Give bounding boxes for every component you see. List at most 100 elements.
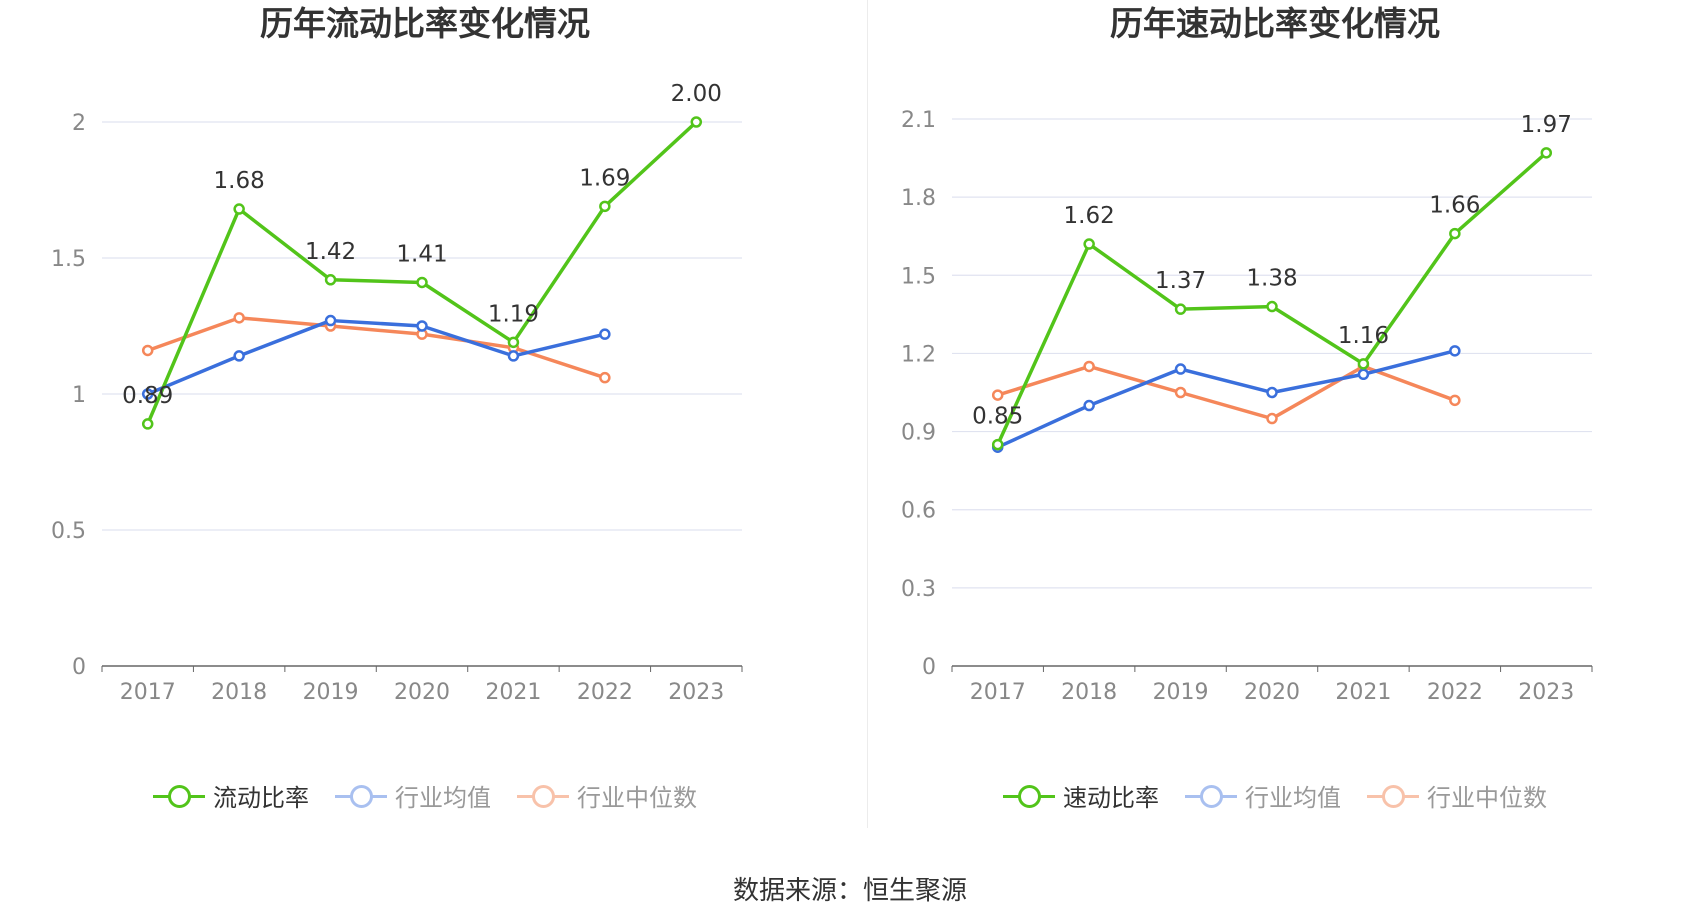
data-point — [690, 116, 703, 128]
data-label: 1.19 — [488, 301, 539, 327]
y-tick-label: 2.1 — [901, 108, 936, 133]
data-label: 0.89 — [122, 383, 173, 409]
series-line — [147, 318, 606, 396]
data-label: 0.85 — [972, 404, 1023, 430]
y-tick-label: 0.5 — [51, 519, 86, 544]
data-point — [1540, 147, 1553, 159]
data-point — [1174, 303, 1187, 315]
data-point — [1174, 363, 1187, 375]
series-line — [997, 364, 1456, 421]
data-point — [416, 276, 428, 289]
data-point — [991, 438, 1004, 451]
legend-line-marker-icon — [517, 784, 569, 808]
current-ratio-panel: 历年流动比率变化情况 0 0.5 1 1.5 2 2017 2018 2019 2020 2021… — [0, 0, 850, 830]
data-label: 1.16 — [1338, 323, 1389, 349]
data-point — [1174, 386, 1187, 399]
legend-line-marker-icon — [153, 784, 205, 808]
data-label: 1.69 — [579, 165, 630, 191]
y-tick-label: 1.8 — [901, 186, 936, 211]
legend-item-industry-mean[interactable]: 行业均值 — [335, 778, 491, 813]
data-source-note: 数据来源：恒生聚源 — [732, 876, 967, 906]
legend-label: 行业均值 — [395, 784, 491, 812]
data-point — [1083, 360, 1095, 373]
y-tick-label: 0.9 — [901, 421, 936, 446]
data-point — [416, 320, 428, 332]
data-point — [1266, 386, 1278, 399]
x-tick-label: 2023 — [1518, 680, 1574, 705]
data-point — [1357, 358, 1370, 370]
legend-label: 速动比率 — [1063, 784, 1159, 812]
x-tick-label: 2022 — [577, 680, 633, 705]
data-point — [1449, 227, 1461, 240]
data-point — [233, 312, 245, 324]
legend-line-marker-icon — [335, 784, 387, 808]
y-tick-label: 1.5 — [901, 264, 936, 289]
data-point — [1083, 399, 1095, 412]
legend-line-marker-icon — [1003, 784, 1055, 808]
x-tick-label: 2017 — [120, 680, 176, 705]
data-point — [599, 200, 611, 213]
legend-item-quick-ratio[interactable]: 速动比率 — [1003, 778, 1159, 813]
data-point — [141, 388, 154, 400]
data-label: 1.41 — [396, 241, 447, 267]
data-point — [507, 350, 520, 362]
data-point — [233, 203, 245, 215]
x-tick-label: 2020 — [1244, 680, 1300, 705]
y-tick-label: 0.3 — [901, 577, 936, 602]
legend-item-industry-median[interactable]: 行业中位数 — [517, 778, 697, 813]
data-label: 1.37 — [1155, 268, 1206, 294]
data-point — [599, 371, 611, 384]
y-tick-label: 0.6 — [901, 499, 936, 524]
data-point — [324, 314, 337, 327]
data-label: 1.68 — [214, 168, 265, 194]
x-tick-label: 2021 — [485, 680, 541, 705]
data-point — [507, 336, 520, 349]
x-tick-label: 2021 — [1335, 680, 1391, 705]
data-point — [324, 274, 337, 286]
data-point — [991, 389, 1004, 401]
quick-ratio-panel: 历年速动比率变化情况 0 0.3 0.6 0.9 1.2 1.5 1.8 2.1 2017 201… — [850, 0, 1700, 830]
x-tick-label: 2020 — [394, 680, 450, 705]
legend-label: 行业中位数 — [577, 784, 697, 812]
data-point — [599, 328, 611, 340]
current-ratio-chart: 0 0.5 1 1.5 2 2017 2018 2019 2020 2021 2022 2023 0.8… — [51, 81, 743, 705]
data-label: 1.38 — [1246, 266, 1297, 292]
legend-item-current-ratio[interactable]: 流动比率 — [153, 778, 309, 813]
data-point — [1449, 345, 1461, 357]
data-point — [141, 344, 154, 357]
data-point — [1266, 412, 1278, 425]
y-tick-label: 0 — [922, 655, 936, 680]
x-tick-label: 2019 — [303, 680, 359, 705]
legend-line-marker-icon — [1367, 784, 1419, 808]
legend-line-marker-icon — [1185, 784, 1237, 808]
data-label: 1.66 — [1429, 193, 1480, 219]
legend-label: 流动比率 — [213, 784, 309, 812]
data-point — [1083, 238, 1095, 250]
data-point — [1357, 368, 1370, 381]
data-label: 1.62 — [1064, 203, 1115, 229]
data-label: 1.97 — [1521, 112, 1572, 138]
chart-title: 历年流动比率变化情况 — [260, 4, 590, 43]
chart-title: 历年速动比率变化情况 — [1110, 4, 1440, 43]
x-tick-label: 2018 — [211, 680, 267, 705]
quick-ratio-chart: 0 0.3 0.6 0.9 1.2 1.5 1.8 2.1 2017 2018 2019 2020 20… — [901, 108, 1593, 705]
data-point — [1449, 394, 1461, 407]
x-tick-label: 2019 — [1153, 680, 1209, 705]
legend-label: 行业均值 — [1245, 784, 1341, 812]
legend: 流动比率 行业均值 行业中位数 — [0, 778, 850, 813]
x-tick-label: 2023 — [668, 680, 724, 705]
legend-item-industry-median[interactable]: 行业中位数 — [1367, 778, 1547, 813]
data-label: 2.00 — [671, 81, 722, 107]
y-tick-label: 1.2 — [901, 342, 936, 367]
x-tick-label: 2017 — [970, 680, 1026, 705]
legend: 速动比率 行业均值 行业中位数 — [850, 778, 1700, 813]
x-tick-label: 2022 — [1427, 680, 1483, 705]
y-tick-label: 0 — [72, 655, 86, 680]
legend-item-industry-mean[interactable]: 行业均值 — [1185, 778, 1341, 813]
series-line — [996, 349, 1456, 449]
x-tick-label: 2018 — [1061, 680, 1117, 705]
data-point — [1266, 300, 1278, 313]
y-tick-label: 1.5 — [51, 247, 86, 272]
data-point — [141, 418, 154, 430]
y-tick-label: 2 — [72, 111, 86, 136]
